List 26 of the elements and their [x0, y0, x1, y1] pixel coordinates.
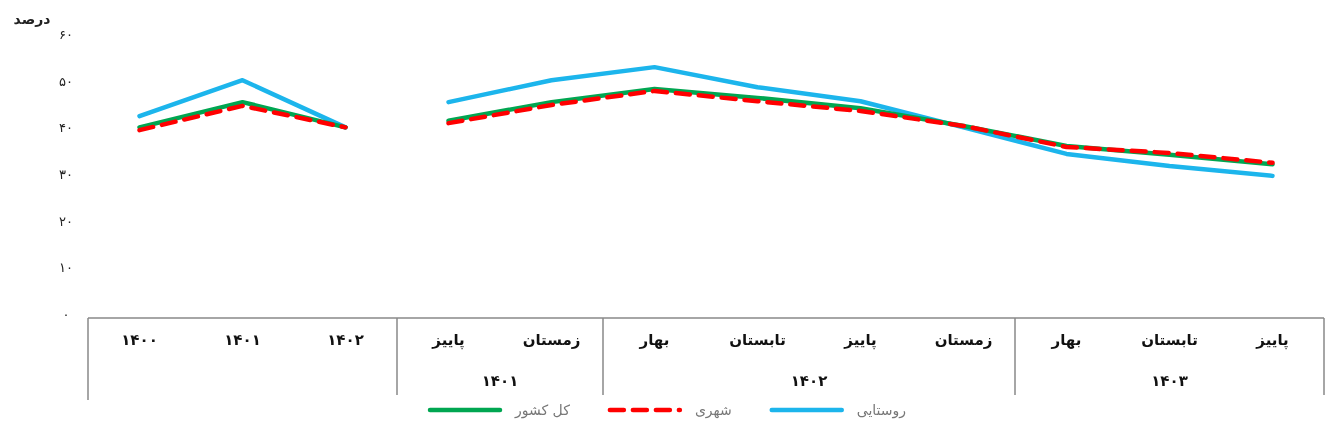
ytick: ۵۰ [59, 73, 73, 89]
ytick: ۳۰ [59, 167, 73, 182]
xtick: ۱۴۰۰ [121, 331, 158, 349]
legend-label: روستایی [856, 402, 907, 418]
ytick: ۱۰ [59, 260, 73, 276]
xtick: پاییز [432, 331, 465, 349]
ytick: ۴۰ [59, 120, 73, 136]
xtick: زمستان [522, 331, 581, 349]
xtick: پاییز [1256, 331, 1289, 349]
xtick: بهار [639, 331, 670, 349]
annotation: ۱۴۰۲ [790, 372, 828, 390]
legend-label: شهری [694, 402, 732, 418]
annotation: ۱۴۰۳ [1151, 372, 1188, 390]
xtick: ۱۴۰۱ [224, 331, 261, 349]
ytick: ۶۰ [59, 27, 73, 42]
xtick: تابستان [729, 331, 786, 349]
xtick: ۱۴۰۲ [327, 331, 364, 349]
ylabel: درصد [13, 11, 51, 27]
xtick: تابستان [1141, 331, 1198, 349]
legend-label: کل کشور [515, 402, 570, 418]
ytick: ۲۰ [59, 213, 73, 229]
xtick: زمستان [934, 331, 993, 349]
ytick: ۰ [62, 307, 70, 322]
xtick: بهار [1051, 331, 1082, 349]
xtick: پاییز [844, 331, 877, 349]
annotation: ۱۴۰۱ [481, 372, 519, 390]
